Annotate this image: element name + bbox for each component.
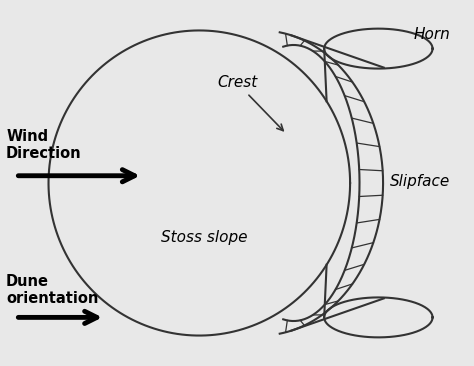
Text: Stoss slope: Stoss slope: [161, 230, 247, 245]
Text: Horn: Horn: [414, 27, 450, 42]
Text: Slipface: Slipface: [390, 174, 450, 189]
Text: Dune
orientation: Dune orientation: [6, 274, 99, 306]
Text: Crest: Crest: [217, 75, 283, 131]
Text: Wind
Direction: Wind Direction: [6, 129, 82, 161]
